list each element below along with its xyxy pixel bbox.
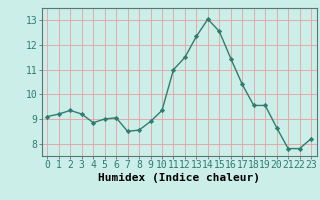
X-axis label: Humidex (Indice chaleur): Humidex (Indice chaleur) <box>98 173 260 183</box>
